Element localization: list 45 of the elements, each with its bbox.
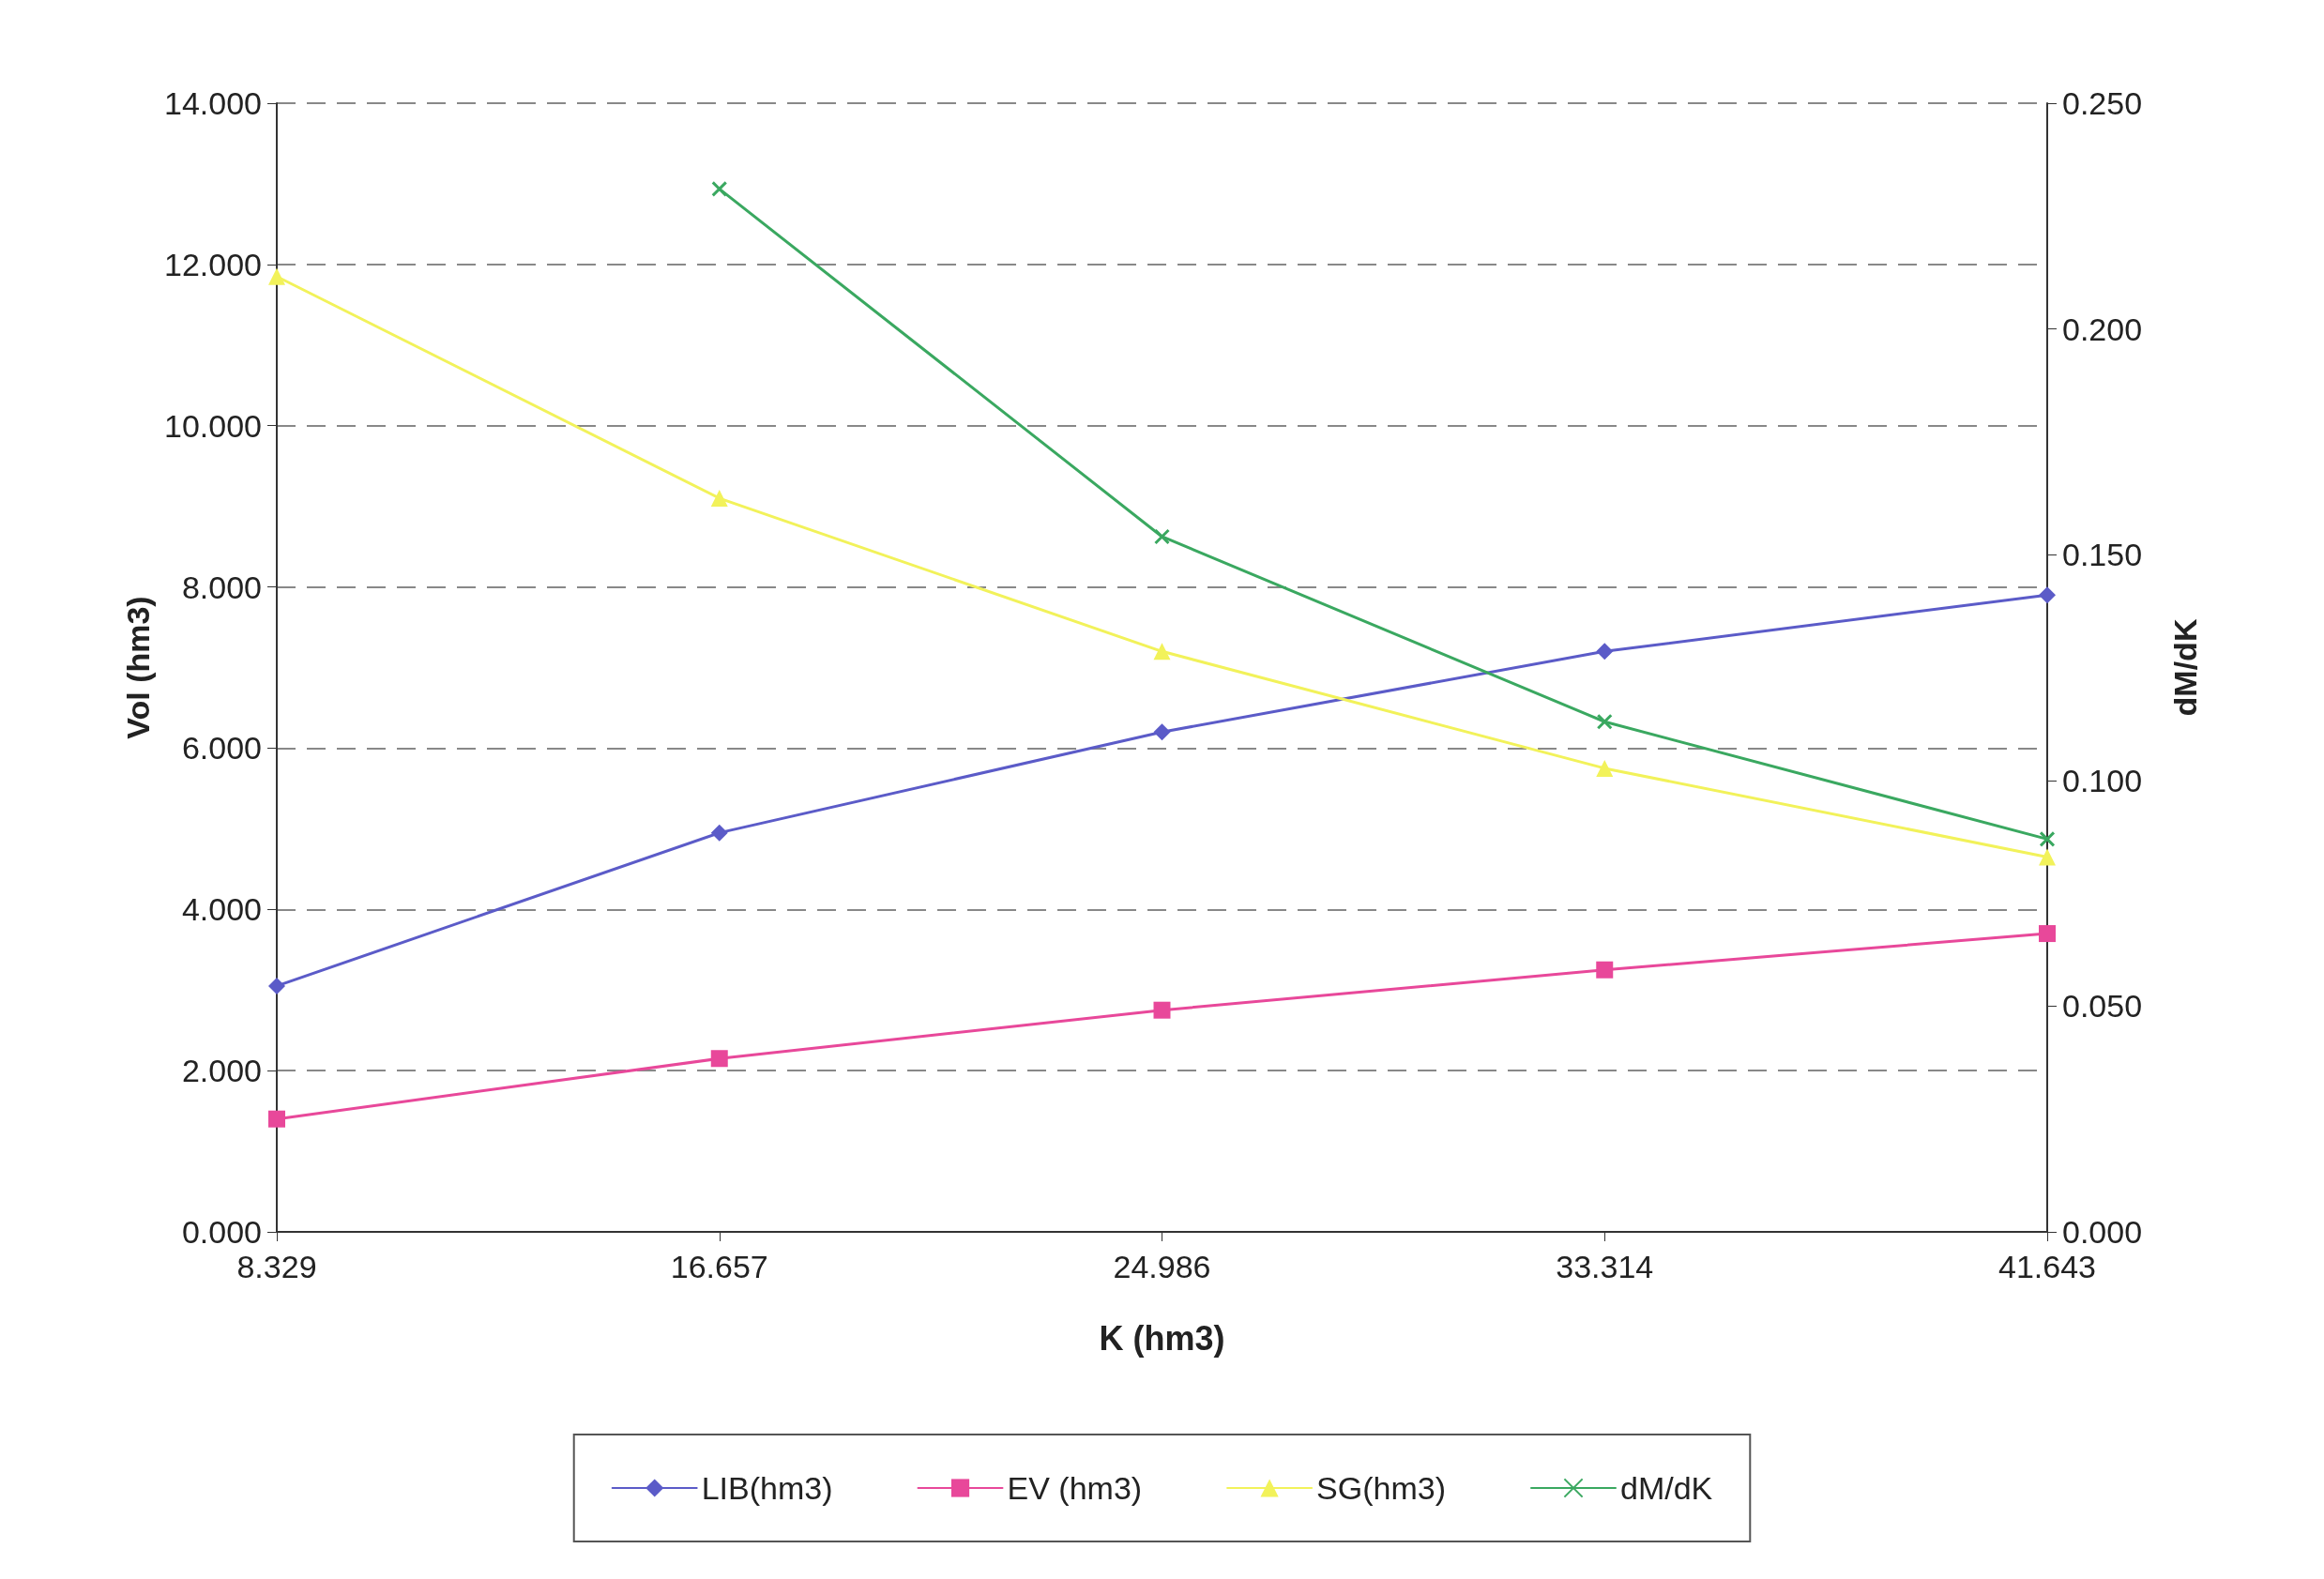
point xyxy=(1153,643,1171,660)
y-tick-label: 6.000 xyxy=(181,730,262,767)
x-tick-label: 33.314 xyxy=(1556,1249,1654,1284)
x-axis-title: K (hm3) xyxy=(1099,1318,1225,1358)
x-tick-label: 41.643 xyxy=(1998,1249,2096,1284)
legend-label: SG(hm3) xyxy=(1316,1470,1447,1506)
point xyxy=(2039,586,2056,604)
y2-tick-label: 0.150 xyxy=(2062,537,2143,573)
x-tick-label: 8.329 xyxy=(236,1249,317,1284)
y2-tick-label: 0.000 xyxy=(2062,1214,2143,1250)
y2-tick-label: 0.100 xyxy=(2062,762,2143,798)
y-tick-label: 0.000 xyxy=(181,1214,262,1250)
legend-label: LIB(hm3) xyxy=(701,1470,833,1506)
point xyxy=(1153,723,1171,741)
point xyxy=(1596,961,1614,979)
y2-tick-label: 0.050 xyxy=(2062,988,2143,1025)
point xyxy=(2039,848,2056,866)
point xyxy=(1596,643,1614,660)
legend-label: dM/dK xyxy=(1620,1470,1713,1506)
y-tick-label: 14.000 xyxy=(164,85,262,121)
x-tick-label: 24.986 xyxy=(1113,1249,1211,1284)
x-tick-label: 16.657 xyxy=(670,1249,768,1284)
point xyxy=(710,824,728,842)
y-tick-label: 8.000 xyxy=(181,569,262,605)
point xyxy=(1596,713,1613,730)
y-tick-label: 12.000 xyxy=(164,246,262,282)
point xyxy=(711,180,728,197)
point xyxy=(2039,925,2056,943)
y2-tick-label: 0.200 xyxy=(2062,311,2143,347)
point xyxy=(268,977,285,994)
y-tick-label: 2.000 xyxy=(181,1053,262,1089)
legend-label: EV (hm3) xyxy=(1007,1470,1143,1506)
y2-axis-title: dM/dK xyxy=(2167,618,2203,717)
point xyxy=(268,267,285,285)
y2-tick-label: 0.250 xyxy=(2062,85,2143,121)
point xyxy=(710,490,728,508)
y-axis-title: Vol (hm3) xyxy=(120,596,157,739)
point xyxy=(268,1110,285,1128)
y-tick-label: 10.000 xyxy=(164,407,262,444)
y-tick-label: 4.000 xyxy=(181,891,262,928)
point xyxy=(710,1050,728,1068)
point xyxy=(1153,1001,1171,1019)
point xyxy=(1596,759,1614,777)
point xyxy=(1154,528,1170,545)
point xyxy=(2039,830,2056,847)
